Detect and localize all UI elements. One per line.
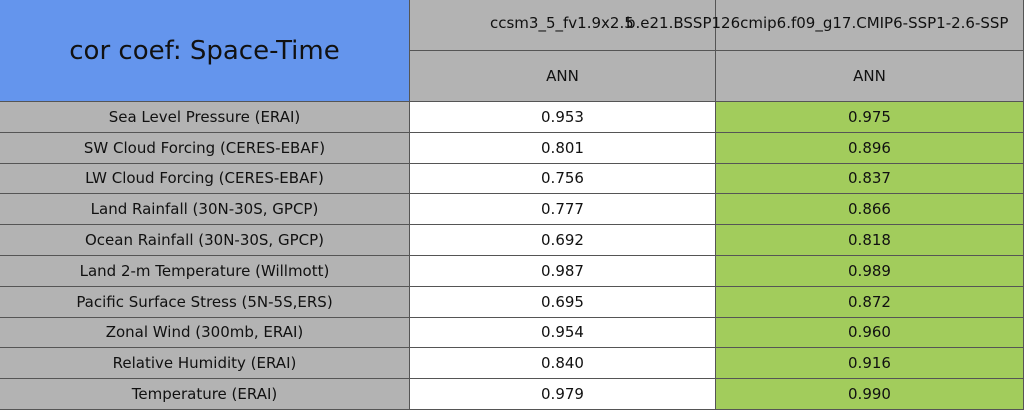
value-cell: 0.777	[410, 194, 716, 226]
value-cell: 0.818	[716, 225, 1024, 256]
value-cell: 0.953	[410, 102, 716, 133]
value-cell: 0.989	[716, 256, 1024, 287]
row-label: Zonal Wind (300mb, ERAI)	[0, 317, 410, 349]
row-label: Land Rainfall (30N-30S, GPCP)	[0, 194, 410, 226]
row-label: Ocean Rainfall (30N-30S, GPCP)	[0, 225, 410, 256]
value-cell: 0.866	[716, 194, 1024, 226]
value-cell: 0.916	[716, 348, 1024, 380]
row-label: Relative Humidity (ERAI)	[0, 348, 410, 380]
value-cell: 0.801	[410, 132, 716, 164]
row-label: Temperature (ERAI)	[0, 379, 410, 410]
value-cell: 0.756	[410, 163, 716, 195]
column-header: b.e21.BSSP126cmip6.f09_g17.CMIP6-SSP1-2.…	[626, 14, 1009, 32]
column-header-cell	[716, 0, 1024, 51]
subcolumn-header: ANN	[716, 51, 1024, 102]
row-label: LW Cloud Forcing (CERES-EBAF)	[0, 163, 410, 195]
value-cell: 0.695	[410, 286, 716, 318]
value-cell: 0.987	[410, 256, 716, 287]
value-cell: 0.975	[716, 102, 1024, 133]
value-cell: 0.896	[716, 132, 1024, 164]
column-header: ccsm3_5_fv1.9x2.5	[490, 14, 634, 32]
row-label: Sea Level Pressure (ERAI)	[0, 102, 410, 133]
row-label: Pacific Surface Stress (5N-5S,ERS)	[0, 286, 410, 318]
value-cell: 0.979	[410, 379, 716, 410]
value-cell: 0.990	[716, 379, 1024, 410]
value-cell: 0.837	[716, 163, 1024, 195]
value-cell: 0.960	[716, 317, 1024, 349]
row-label: SW Cloud Forcing (CERES-EBAF)	[0, 132, 410, 164]
value-cell: 0.872	[716, 286, 1024, 318]
value-cell: 0.840	[410, 348, 716, 380]
value-cell: 0.692	[410, 225, 716, 256]
table-title: cor coef: Space-Time	[0, 0, 410, 102]
value-cell: 0.954	[410, 317, 716, 349]
subcolumn-header: ANN	[410, 51, 716, 102]
column-header-cell	[410, 0, 716, 51]
row-label: Land 2-m Temperature (Willmott)	[0, 256, 410, 287]
